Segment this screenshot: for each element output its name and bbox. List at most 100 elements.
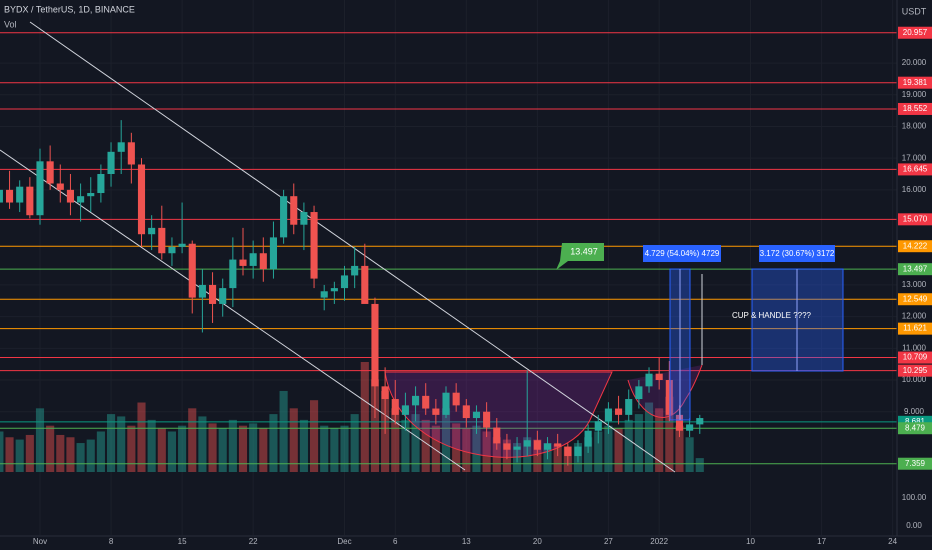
level-tag: [898, 422, 932, 435]
level-label: 19.381: [903, 78, 928, 87]
candle-body: [533, 440, 541, 450]
volume-bar: [76, 443, 85, 472]
level-label: 18.552: [903, 104, 928, 113]
volume-bar: [127, 425, 136, 472]
candle-body: [412, 395, 420, 406]
candle-body: [300, 212, 308, 225]
volume-bar: [675, 425, 684, 472]
volume-bar: [340, 425, 349, 472]
candle-body: [696, 418, 704, 425]
candle-body: [280, 196, 288, 238]
x-tick-label: Nov: [33, 537, 47, 546]
x-tick-label: 15: [178, 537, 187, 546]
level-label: 16.645: [903, 165, 928, 174]
candle-body: [36, 161, 44, 216]
candle-body: [87, 193, 95, 197]
volume-bar: [431, 425, 440, 472]
cup-shape: [384, 371, 613, 458]
candle-body: [351, 265, 359, 276]
candle-body: [148, 227, 156, 235]
candle-body: [239, 259, 247, 266]
volume-bar: [25, 434, 34, 472]
candle-body: [127, 142, 135, 165]
volume-bar: [269, 414, 278, 472]
level-label: 15.070: [903, 214, 928, 223]
candle-body: [604, 408, 612, 422]
candle-body: [269, 237, 278, 270]
volume-bar: [137, 402, 146, 472]
candle-body: [513, 446, 521, 450]
volume-bar: [472, 425, 481, 472]
candle-body: [381, 386, 389, 400]
volume-bar: [0, 431, 4, 472]
candle-body: [198, 284, 206, 298]
currency: USDT: [902, 6, 927, 16]
candle-body: [66, 189, 74, 203]
candle-body: [97, 174, 105, 194]
volume-bar: [198, 416, 207, 472]
x-tick-label: 22: [249, 537, 258, 546]
level-label: 10.709: [903, 353, 928, 362]
volume-bar: [106, 414, 116, 472]
volume-bar: [462, 428, 471, 472]
candle-body: [584, 430, 592, 447]
candle-body: [401, 405, 409, 415]
volume-bar: [309, 400, 319, 472]
x-tick-label: 13: [462, 537, 471, 546]
level-tag: [898, 322, 932, 335]
volume-bar: [299, 419, 308, 472]
candle-body: [503, 443, 511, 450]
y-tick-label: 13.000: [902, 280, 927, 289]
volume-bar: [665, 396, 674, 472]
candle-body: [686, 424, 694, 431]
y2-tick-label: 100.00: [902, 493, 927, 502]
candle-body: [219, 288, 227, 304]
volume-bar: [208, 423, 217, 472]
candle-body: [452, 392, 460, 406]
candle-body: [46, 161, 54, 184]
x-tick-label: Dec: [337, 537, 351, 546]
x-tick-label: 8: [109, 537, 114, 546]
level-tag: [898, 293, 932, 306]
volume-bar: [56, 434, 65, 472]
candle-body: [635, 386, 643, 400]
y-tick-label: 16.000: [902, 185, 927, 194]
y-tick-label: 19.000: [902, 90, 927, 99]
candle-body: [290, 196, 298, 225]
candle-body: [117, 142, 125, 152]
candle-body: [0, 189, 3, 203]
candle-body: [615, 408, 623, 415]
candle-body: [178, 243, 186, 247]
volume-bar: [147, 419, 156, 472]
level-label: 8.479: [905, 423, 926, 432]
volume-bar: [350, 414, 359, 472]
candle-body: [371, 303, 379, 387]
candle-body: [188, 243, 196, 298]
candle-body: [432, 408, 440, 415]
candle-body: [554, 443, 562, 447]
candle-body: [56, 183, 64, 190]
y-tick-label: 9.000: [904, 407, 925, 416]
volume-bar: [594, 431, 603, 472]
volume-bar: [553, 444, 562, 472]
volume-bar: [320, 425, 329, 472]
candle-body: [675, 414, 684, 431]
candle-body: [462, 405, 470, 419]
candle-body: [655, 373, 663, 381]
volume-bar: [279, 390, 288, 472]
level-tag: [898, 26, 932, 39]
candle-body: [249, 253, 257, 266]
x-tick-label: 17: [817, 537, 826, 546]
volume-bar: [178, 425, 187, 472]
y-tick-label: 17.000: [902, 153, 927, 162]
level-label: 11.621: [903, 324, 927, 333]
volume-bar: [695, 458, 704, 472]
candle-body: [361, 265, 369, 304]
candle-body: [137, 164, 146, 235]
level-label: 12.549: [903, 294, 928, 303]
volume-bar: [330, 428, 339, 472]
x-tick-label: 27: [604, 537, 613, 546]
candle-body: [259, 253, 267, 270]
